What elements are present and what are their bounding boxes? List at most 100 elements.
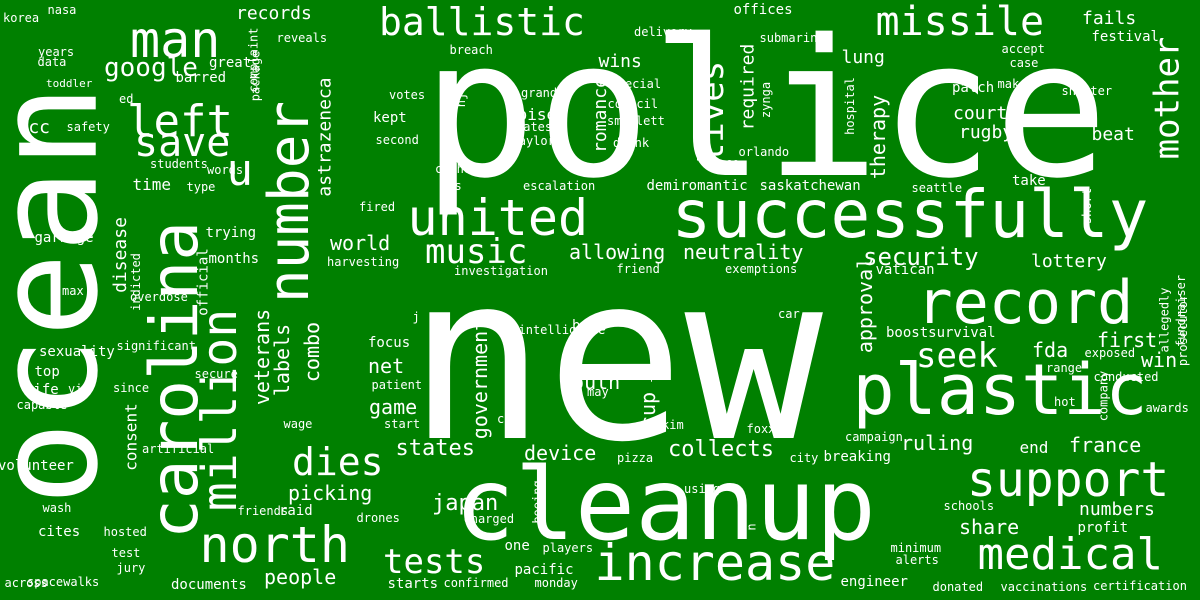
cloud-word: labels	[270, 323, 295, 397]
cloud-word: south	[560, 370, 621, 394]
cloud-word: schools	[943, 499, 995, 513]
cloud-word: support	[967, 452, 1170, 508]
cloud-word: astrazeneca	[314, 77, 336, 197]
cloud-word: votes	[389, 88, 426, 102]
cloud-word: take	[1012, 173, 1046, 189]
cloud-word: patient	[371, 378, 423, 392]
cloud-word: cites	[38, 524, 81, 540]
cloud-word: wage	[283, 417, 313, 431]
cloud-word: seattle	[911, 181, 963, 195]
cloud-word: type	[186, 180, 216, 194]
cloud-word: lottery	[1031, 251, 1107, 272]
cloud-word: second	[375, 133, 419, 147]
cloud-word: jury	[116, 561, 146, 575]
cloud-word: breach	[449, 43, 493, 57]
cloud-word: ballistic	[379, 0, 585, 44]
cloud-word: disease	[109, 217, 131, 293]
cloud-word: focus	[368, 335, 411, 351]
cloud-word: com	[497, 412, 519, 426]
cloud-word: hosted	[103, 525, 147, 539]
cloud-word: rugby	[959, 122, 1014, 143]
cloud-word: donated	[932, 580, 984, 594]
cloud-word: case	[1009, 56, 1039, 70]
cloud-word: nasa	[47, 3, 77, 17]
cloud-word: safety	[66, 120, 110, 134]
cloud-word: left	[127, 96, 233, 147]
cloud-word: capable	[16, 398, 68, 412]
cloud-word: toddler	[46, 76, 93, 90]
cloud-word: police	[422, 0, 1109, 220]
cloud-word: cup	[636, 391, 661, 429]
cloud-word: fired	[359, 200, 396, 214]
cloud-word: beat	[1091, 124, 1135, 145]
cloud-word: ocean	[0, 84, 130, 506]
cloud-word: hospital	[842, 77, 857, 135]
cloud-word: security	[863, 243, 979, 271]
cloud-word: first	[1097, 328, 1158, 352]
cloud-word: volunteer	[0, 458, 74, 474]
cloud-word: years	[38, 45, 75, 59]
cloud-word: short	[1080, 187, 1095, 225]
cloud-word: fcc	[17, 117, 51, 138]
cloud-word: life	[25, 382, 59, 398]
cloud-word: prosecutor	[1176, 293, 1191, 367]
cloud-word: charged	[463, 512, 515, 526]
cloud-word: boeing	[530, 480, 545, 524]
cloud-word: breaking	[823, 449, 891, 465]
cloud-word: vatican	[875, 262, 935, 278]
cloud-word: city	[789, 451, 819, 465]
cloud-word: accept	[1001, 42, 1045, 56]
cloud-word: buck	[572, 318, 606, 334]
cloud-word: make	[997, 77, 1027, 91]
cloud-word: allowing	[569, 240, 666, 264]
cloud-word: share	[959, 515, 1020, 539]
cloud-word: start	[384, 417, 421, 431]
cloud-word: engineer	[840, 574, 908, 590]
cloud-word: boostsurvival	[886, 325, 996, 341]
cloud-word: combo	[300, 321, 325, 383]
cloud-word: pizza	[617, 451, 654, 465]
cloud-word: grand	[521, 86, 558, 100]
cloud-word: fails	[1082, 8, 1137, 29]
cloud-word: shelter	[1061, 84, 1113, 98]
cloud-word: campaign	[845, 430, 903, 444]
cloud-word: hot	[1054, 395, 1076, 409]
cloud-word: range	[1046, 361, 1083, 375]
cloud-word: korea	[3, 11, 40, 25]
cloud-word: significant	[116, 339, 196, 353]
cloud-word: number	[257, 100, 323, 304]
cloud-word: new	[407, 226, 823, 493]
cloud-word: intelligence	[518, 323, 606, 337]
cloud-word: saskatchewan	[759, 178, 861, 194]
cloud-word: secure	[194, 367, 238, 381]
cloud-word: alerts	[895, 553, 939, 567]
cloud-word: players	[542, 541, 594, 555]
cloud-word: car	[778, 307, 800, 321]
cloud-word: win	[1141, 348, 1178, 372]
cloud-word: submarine	[759, 31, 825, 45]
cloud-word: ups	[440, 179, 462, 193]
cloud-word: records	[236, 3, 312, 24]
cloud-word: end	[1019, 438, 1049, 457]
cloud-word: save	[134, 120, 231, 166]
cloud-word: students	[150, 157, 208, 171]
cloud-word: co	[725, 156, 740, 170]
cloud-word: raid	[279, 503, 313, 519]
cloud-word: garbage	[34, 230, 94, 246]
cloud-word: nj	[454, 92, 469, 108]
cloud-word: game	[369, 395, 418, 419]
cloud-word: world	[330, 231, 391, 255]
cloud-word: orlando	[738, 145, 790, 159]
cloud-word: music	[425, 232, 528, 272]
cloud-word: poised	[508, 105, 566, 124]
cloud-word: united	[407, 189, 589, 247]
cloud-word: demiromantic	[646, 178, 748, 194]
cloud-word: court	[953, 103, 1008, 124]
cloud-word: drank	[613, 136, 650, 150]
cloud-word: record	[916, 268, 1134, 338]
cloud-word: artificial	[142, 442, 215, 456]
cloud-word: starts	[387, 576, 439, 592]
cloud-word: cleanup	[454, 446, 876, 563]
cloud-word: may	[587, 385, 609, 399]
cloud-word: pacific	[514, 562, 574, 578]
